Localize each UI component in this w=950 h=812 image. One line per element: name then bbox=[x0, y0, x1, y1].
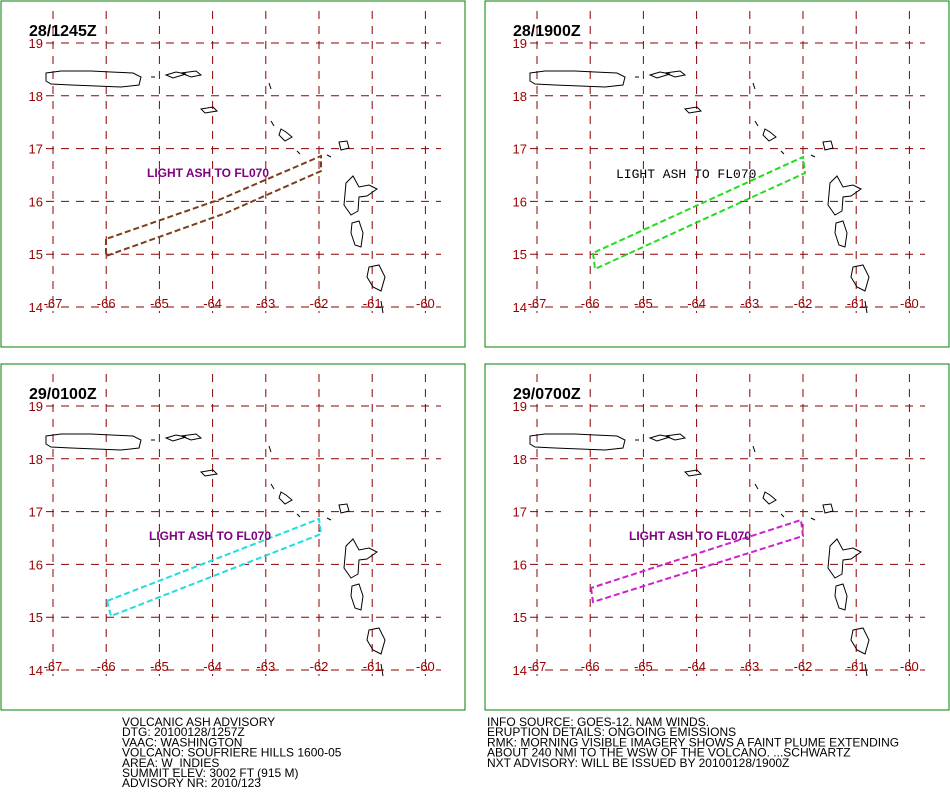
lon-label: -66 bbox=[581, 659, 600, 674]
lat-label: 15 bbox=[29, 610, 43, 625]
lat-label: 18 bbox=[513, 89, 527, 104]
lat-label: 16 bbox=[513, 557, 527, 572]
lon-label: -67 bbox=[528, 296, 547, 311]
lon-label: -61 bbox=[363, 296, 382, 311]
lon-label: -66 bbox=[97, 659, 116, 674]
advisory-line: ADVISORY NR: 2010/123 bbox=[122, 776, 261, 790]
ash-plume bbox=[105, 154, 322, 258]
forecast-panel: 19 18 17 16 15 14 -67 -66 -65 -64 -63 -62 -61 -60 29/… bbox=[484, 363, 950, 711]
advisory-line: VOLCANO: SOUFRIERE HILLS 1600-05 bbox=[122, 746, 342, 760]
lon-label: -62 bbox=[310, 296, 329, 311]
forecast-panel: 19 18 17 16 15 14 -67 -66 -65 -64 -63 -62 -61 -60 28/… bbox=[0, 0, 466, 348]
plume-annotation: LIGHT ASH TO FL070 bbox=[147, 166, 269, 180]
lat-label: 18 bbox=[513, 452, 527, 467]
lon-label: -60 bbox=[416, 659, 435, 674]
lon-label: -61 bbox=[847, 296, 866, 311]
advisory-line: ABOUT 240 NMI TO THE WSW OF THE VOLCANO.… bbox=[487, 746, 851, 760]
lat-label: 16 bbox=[513, 194, 527, 209]
time-label: 29/0100Z bbox=[29, 386, 97, 403]
lat-label: 15 bbox=[29, 247, 43, 262]
lon-label: -65 bbox=[634, 296, 653, 311]
lon-label: -64 bbox=[687, 296, 706, 311]
lon-label: -64 bbox=[203, 296, 222, 311]
advisory-line: ERUPTION DETAILS: ONGOING EMISSIONS bbox=[487, 725, 736, 739]
lat-label: 19 bbox=[29, 399, 43, 414]
lat-label: 17 bbox=[29, 505, 43, 520]
plume-annotation: LIGHT ASH TO FL070 bbox=[616, 167, 756, 182]
panel-border bbox=[484, 363, 950, 711]
lon-label: -67 bbox=[44, 659, 63, 674]
lon-label: -64 bbox=[687, 659, 706, 674]
advisory-remarks: INFO SOURCE: GOES-12. NAM WINDS.ERUPTION… bbox=[487, 715, 899, 770]
lon-label: -60 bbox=[900, 296, 919, 311]
lat-label: 17 bbox=[513, 505, 527, 520]
time-label: 29/0700Z bbox=[513, 386, 581, 403]
time-label: 28/1245Z bbox=[29, 23, 97, 40]
ash-plume bbox=[105, 517, 323, 618]
lon-label: -67 bbox=[44, 296, 63, 311]
advisory-line: NXT ADVISORY: WILL BE ISSUED BY 20100128… bbox=[487, 756, 789, 770]
lon-label: -63 bbox=[256, 296, 275, 311]
lat-label: 19 bbox=[513, 36, 527, 51]
lon-label: -61 bbox=[363, 659, 382, 674]
plume-annotation: LIGHT ASH TO FL070 bbox=[149, 529, 271, 543]
lon-label: -65 bbox=[150, 659, 169, 674]
lon-label: -62 bbox=[794, 296, 813, 311]
lat-label: 14 bbox=[29, 663, 43, 678]
lat-label: 15 bbox=[513, 247, 527, 262]
panel-border bbox=[484, 0, 950, 348]
lon-label: -62 bbox=[310, 659, 329, 674]
lon-label: -67 bbox=[528, 659, 547, 674]
lon-label: -65 bbox=[634, 659, 653, 674]
lon-label: -62 bbox=[794, 659, 813, 674]
lat-label: 18 bbox=[29, 452, 43, 467]
lat-label: 14 bbox=[513, 663, 527, 678]
lon-label: -61 bbox=[847, 659, 866, 674]
lat-label: 15 bbox=[513, 610, 527, 625]
lon-label: -66 bbox=[581, 296, 600, 311]
advisory-line: VOLCANIC ASH ADVISORY bbox=[122, 715, 275, 729]
lon-label: -60 bbox=[416, 296, 435, 311]
lat-label: 17 bbox=[29, 142, 43, 157]
lon-label: -65 bbox=[150, 296, 169, 311]
ash-plume bbox=[591, 155, 807, 271]
advisory-line: SUMMIT ELEV: 3002 FT (915 M) bbox=[122, 766, 299, 780]
lat-label: 17 bbox=[513, 142, 527, 157]
ash-plume bbox=[589, 518, 805, 604]
lon-label: -63 bbox=[256, 659, 275, 674]
forecast-panel: 19 18 17 16 15 14 -67 -66 -65 -64 -63 -62 -61 -60 28/… bbox=[484, 0, 950, 348]
time-label: 28/1900Z bbox=[513, 23, 581, 40]
advisory-line: DTG: 20100128/1257Z bbox=[122, 725, 245, 739]
lat-label: 19 bbox=[29, 36, 43, 51]
lon-label: -63 bbox=[740, 659, 759, 674]
lat-label: 14 bbox=[513, 300, 527, 315]
advisory-line: AREA: W_INDIES bbox=[122, 756, 219, 770]
lon-label: -63 bbox=[740, 296, 759, 311]
forecast-panel: 19 18 17 16 15 14 -67 -66 -65 -64 -63 -62 -61 -60 29/… bbox=[0, 363, 466, 711]
lat-label: 16 bbox=[29, 194, 43, 209]
lon-label: -60 bbox=[900, 659, 919, 674]
advisory-line: VAAC: WASHINGTON bbox=[122, 735, 242, 749]
lat-label: 19 bbox=[513, 399, 527, 414]
lat-label: 16 bbox=[29, 557, 43, 572]
panel-border bbox=[0, 363, 466, 711]
panel-border bbox=[0, 0, 466, 348]
lat-label: 14 bbox=[29, 300, 43, 315]
lon-label: -64 bbox=[203, 659, 222, 674]
plume-annotation: LIGHT ASH TO FL070 bbox=[629, 529, 751, 543]
lon-label: -66 bbox=[97, 296, 116, 311]
advisory-line: INFO SOURCE: GOES-12. NAM WINDS. bbox=[487, 715, 709, 729]
advisory-line: RMK: MORNING VISIBLE IMAGERY SHOWS A FAI… bbox=[487, 735, 899, 749]
lat-label: 18 bbox=[29, 89, 43, 104]
